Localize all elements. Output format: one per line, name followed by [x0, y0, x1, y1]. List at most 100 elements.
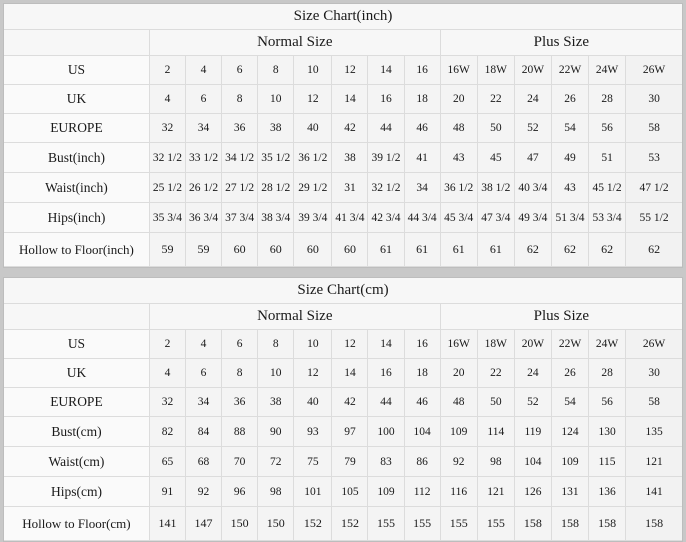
cell: 47 1/2: [625, 172, 682, 203]
cell: 24: [513, 84, 552, 114]
cell: 36 1/2: [439, 172, 478, 203]
cell: 121: [625, 446, 682, 477]
cell: 20: [439, 84, 478, 114]
table-row: Hips(inch) 35 3/4 36 3/4 37 3/4 38 3/4 3…: [4, 202, 682, 233]
cell: 6: [221, 329, 259, 359]
cell: 28: [588, 358, 627, 388]
size-chart-inch: Size Chart(inch) Normal Size Plus Size U…: [3, 3, 683, 268]
cell: 49 3/4: [513, 202, 552, 233]
cell: 109: [367, 476, 405, 507]
cell: 92: [184, 476, 223, 507]
cell: 45 3/4: [439, 202, 478, 233]
cell: 155: [439, 506, 478, 541]
cell: 12: [331, 329, 369, 359]
cell: 158: [513, 506, 552, 541]
table-row: Hollow to Floor(cm) 141 147 150 150 152 …: [4, 506, 682, 541]
cell: 10: [257, 84, 295, 114]
cell: 150: [221, 506, 259, 541]
cell: 12: [293, 84, 333, 114]
cell: 155: [403, 506, 441, 541]
cell: 92: [439, 446, 478, 477]
cell: 8: [221, 358, 259, 388]
cell: 45 1/2: [588, 172, 627, 203]
cell: 8: [221, 84, 259, 114]
cell: 32: [148, 387, 187, 417]
cell: 14: [331, 358, 369, 388]
table-row: US 2 4 6 8 10 12 14 16 16W 18W 20W 22W 2…: [4, 55, 682, 85]
cell: 56: [588, 113, 627, 143]
cell: 6: [221, 55, 259, 85]
cell: 56: [588, 387, 627, 417]
size-chart-cm: Size Chart(cm) Normal Size Plus Size US …: [3, 277, 683, 542]
cell: 130: [588, 416, 627, 447]
cell: 30: [625, 84, 682, 114]
cell: 22: [476, 84, 515, 114]
row-label-bust: Bust(cm): [4, 416, 150, 447]
cell: 4: [148, 358, 187, 388]
cell: 119: [513, 416, 552, 447]
cell: 98: [476, 446, 515, 477]
cell: 38: [257, 113, 295, 143]
cell: 48: [439, 113, 478, 143]
cell: 26W: [625, 329, 682, 359]
cell: 60: [221, 232, 259, 267]
cell: 22: [476, 358, 515, 388]
cell: 4: [184, 55, 223, 85]
row-label-hips: Hips(cm): [4, 476, 150, 507]
cell: 82: [148, 416, 187, 447]
cell: 136: [588, 476, 627, 507]
table-row: Waist(inch) 25 1/2 26 1/2 27 1/2 28 1/2 …: [4, 172, 682, 203]
cell: 59: [184, 232, 223, 267]
cell: 18W: [476, 329, 515, 359]
cell: 36: [221, 387, 259, 417]
cell: 47: [513, 142, 552, 173]
cell: 28: [588, 84, 627, 114]
cell: 4: [148, 84, 187, 114]
cell: 104: [403, 416, 441, 447]
cell: 90: [257, 416, 295, 447]
cell: 54: [550, 387, 590, 417]
row-label-waist: Waist(cm): [4, 446, 150, 477]
cell: 37 3/4: [221, 202, 259, 233]
cell: 20W: [513, 55, 552, 85]
cell: 12: [331, 55, 369, 85]
cell: 34 1/2: [221, 142, 259, 173]
chart-title-row: Size Chart(inch): [4, 4, 682, 30]
cell: 44: [367, 387, 405, 417]
cell: 36 1/2: [293, 142, 333, 173]
cell: 101: [293, 476, 333, 507]
cell: 141: [148, 506, 187, 541]
cell: 155: [367, 506, 405, 541]
cell: 158: [550, 506, 590, 541]
cell: 41 3/4: [331, 202, 369, 233]
cell: 22W: [550, 55, 590, 85]
cell: 4: [184, 329, 223, 359]
cell: 96: [221, 476, 259, 507]
cell: 147: [184, 506, 223, 541]
cell: 36: [221, 113, 259, 143]
cell: 43: [550, 172, 590, 203]
cell: 16W: [439, 329, 478, 359]
row-label-hollow-to-floor: Hollow to Floor(inch): [4, 232, 150, 267]
row-label-europe: EUROPE: [4, 113, 150, 143]
cell: 61: [439, 232, 478, 267]
cell: 16W: [439, 55, 478, 85]
cell: 38 1/2: [476, 172, 515, 203]
cell: 26: [550, 358, 590, 388]
cell: 10: [293, 329, 333, 359]
cell: 121: [476, 476, 515, 507]
cell: 2: [148, 55, 187, 85]
cell: 31: [331, 172, 369, 203]
size-table-cm: Size Chart(cm) Normal Size Plus Size US …: [4, 278, 682, 541]
cell: 97: [331, 416, 369, 447]
cell: 52: [513, 113, 552, 143]
cell: 152: [331, 506, 369, 541]
cell: 61: [403, 232, 441, 267]
cell: 50: [476, 387, 515, 417]
cell: 34: [403, 172, 441, 203]
cell: 20: [439, 358, 478, 388]
table-row: EUROPE 32 34 36 38 40 42 44 46 48 50 52 …: [4, 113, 682, 143]
cell: 42: [331, 387, 369, 417]
cell: 75: [293, 446, 333, 477]
table-row: EUROPE 32 34 36 38 40 42 44 46 48 50 52 …: [4, 387, 682, 417]
